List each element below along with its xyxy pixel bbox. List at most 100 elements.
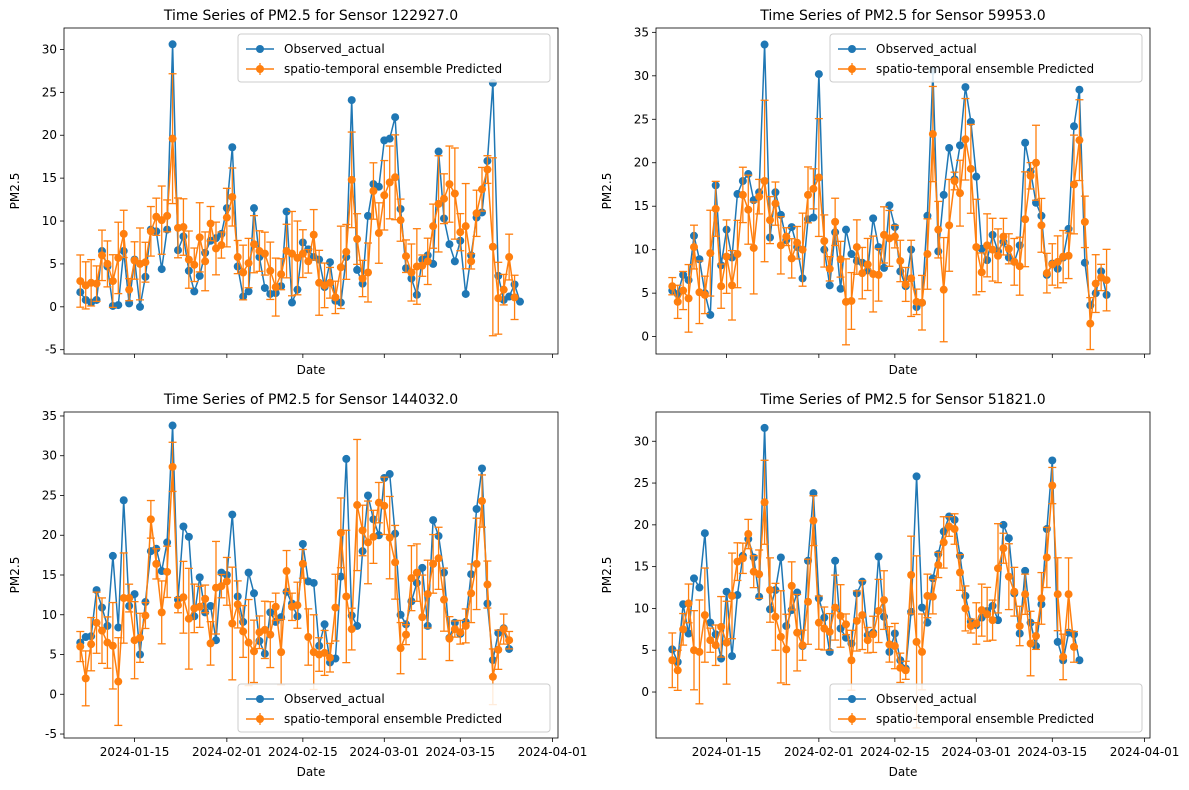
predicted-point: [760, 498, 769, 507]
predicted-point: [814, 173, 823, 182]
observed-point: [1021, 566, 1030, 575]
predicted-point: [201, 594, 210, 603]
legend-label-predicted: spatio-temporal ensemble Predicted: [284, 62, 502, 76]
y-tick-label: 30: [42, 449, 57, 463]
predicted-point: [1010, 257, 1019, 266]
predicted-point: [787, 581, 796, 590]
predicted-point: [228, 619, 237, 628]
predicted-point: [831, 217, 840, 226]
y-tick-label: 30: [42, 42, 57, 56]
predicted-point: [217, 582, 226, 591]
legend-label-observed: Observed_actual: [284, 692, 385, 706]
y-tick-label: 5: [641, 643, 649, 657]
predicted-point: [787, 254, 796, 263]
predicted-point: [880, 596, 888, 605]
predicted-point: [852, 243, 861, 252]
observed-point: [825, 281, 834, 290]
predicted-point: [108, 641, 117, 650]
predicted-point: [418, 613, 427, 622]
predicted-point: [87, 640, 96, 649]
y-tick-label: -5: [45, 343, 57, 357]
legend-label-predicted: spatio-temporal ensemble Predicted: [876, 712, 1094, 726]
predicted-point: [977, 606, 986, 615]
observed-point: [228, 143, 237, 152]
predicted-point: [271, 283, 280, 292]
predicted-point: [244, 259, 253, 268]
predicted-point: [744, 205, 753, 214]
y-tick-label: -5: [45, 727, 57, 741]
predicted-point: [923, 250, 932, 259]
predicted-point: [711, 204, 720, 213]
predicted-point: [874, 606, 883, 615]
predicted-point: [184, 614, 193, 623]
observed-point: [961, 83, 970, 92]
predicted-point: [668, 656, 677, 665]
plot-area: -5 0 5 10 15 20 25 30 35 2024-01-15 2024-02-01 2024…: [42, 409, 588, 759]
predicted-point: [266, 630, 275, 639]
predicted-point: [863, 260, 872, 269]
predicted-point: [179, 223, 188, 232]
predicted-point: [222, 213, 231, 222]
predicted-point: [738, 554, 747, 563]
predicted-point: [1070, 642, 1078, 651]
observed-point: [831, 556, 840, 565]
predicted-point: [472, 209, 481, 218]
predicted-point: [1042, 553, 1051, 562]
predicted-point: [353, 235, 362, 244]
observed-point: [918, 603, 926, 612]
y-tick-label: 20: [42, 128, 57, 142]
observed-point: [108, 551, 117, 560]
predicted-point: [798, 641, 807, 650]
predicted-point: [434, 554, 443, 563]
observed-point: [478, 464, 486, 473]
predicted-point: [749, 243, 758, 252]
chart-title: Time Series of PM2.5 for Sensor 144032.0: [163, 392, 458, 408]
predicted-point: [250, 240, 258, 249]
observed-point: [690, 574, 698, 583]
predicted-point: [456, 628, 465, 637]
observed-point: [244, 287, 253, 296]
observed-point: [114, 623, 123, 632]
observed-point: [250, 589, 258, 598]
predicted-point: [1042, 269, 1051, 278]
predicted-point: [331, 603, 340, 612]
observed-point: [1004, 534, 1013, 543]
observed-point: [190, 287, 199, 296]
predicted-point: [869, 630, 878, 639]
predicted-point: [994, 251, 1002, 260]
observed-point: [728, 652, 736, 661]
observed-point: [684, 629, 693, 638]
predicted-point: [918, 298, 926, 307]
legend: Observed_actual spatio-temporal ensemble …: [829, 683, 1143, 733]
predicted-point: [494, 645, 503, 654]
observed-point: [1075, 656, 1084, 665]
observed-point: [461, 289, 470, 298]
subplot-4: 0 5 10 15 20 25 30 2024-01-15 2024-02-01 2024-02-…: [600, 392, 1179, 779]
predicted-point: [825, 627, 834, 636]
predicted-point: [478, 185, 486, 194]
observed-point: [695, 583, 704, 592]
observed-point: [418, 563, 427, 572]
predicted-point: [320, 648, 329, 657]
observed-point: [450, 257, 459, 266]
predicted-point: [125, 285, 134, 294]
predicted-point: [956, 189, 964, 198]
predicted-point: [488, 242, 497, 251]
predicted-point: [146, 227, 155, 236]
observed-point: [391, 113, 400, 122]
predicted-point: [184, 255, 193, 264]
predicted-point: [711, 641, 720, 650]
observed-point: [999, 520, 1008, 529]
predicted-point: [950, 525, 959, 534]
predicted-point: [456, 228, 465, 237]
x-tick-label: 2024-02-01: [192, 745, 262, 759]
y-axis-label: PM2.5: [8, 557, 22, 594]
predicted-point: [472, 559, 481, 568]
legend-marker-predicted: [848, 715, 856, 723]
predicted-point: [804, 190, 812, 199]
predicted-point: [195, 602, 204, 611]
y-tick-label: 25: [42, 85, 57, 99]
predicted-point: [1075, 136, 1084, 145]
predicted-point: [782, 645, 791, 654]
plot-area: 0 5 10 15 20 25 30 35: [634, 25, 1151, 358]
